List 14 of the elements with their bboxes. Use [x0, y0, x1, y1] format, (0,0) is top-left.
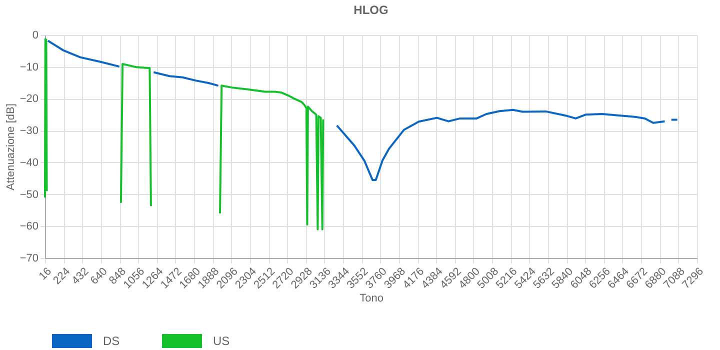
y-tick-label: −40 — [20, 156, 38, 169]
y-tick-label: −20 — [20, 93, 38, 106]
y-tick-label: 0 — [32, 30, 38, 42]
y-tick-label: −70 — [20, 252, 38, 264]
y-tick-label: −30 — [20, 125, 38, 138]
y-tick-label: −60 — [20, 220, 38, 233]
legend-label: US — [213, 334, 230, 348]
chart-title: HLOG — [354, 3, 388, 17]
y-tick-label: −10 — [20, 61, 38, 74]
y-axis-title: Attenuazione [dB] — [4, 104, 17, 190]
x-tick-label: 16 — [36, 266, 54, 283]
legend-label: DS — [103, 334, 120, 348]
y-tick-label: −50 — [20, 188, 38, 201]
x-axis-title: Tono — [360, 292, 384, 305]
